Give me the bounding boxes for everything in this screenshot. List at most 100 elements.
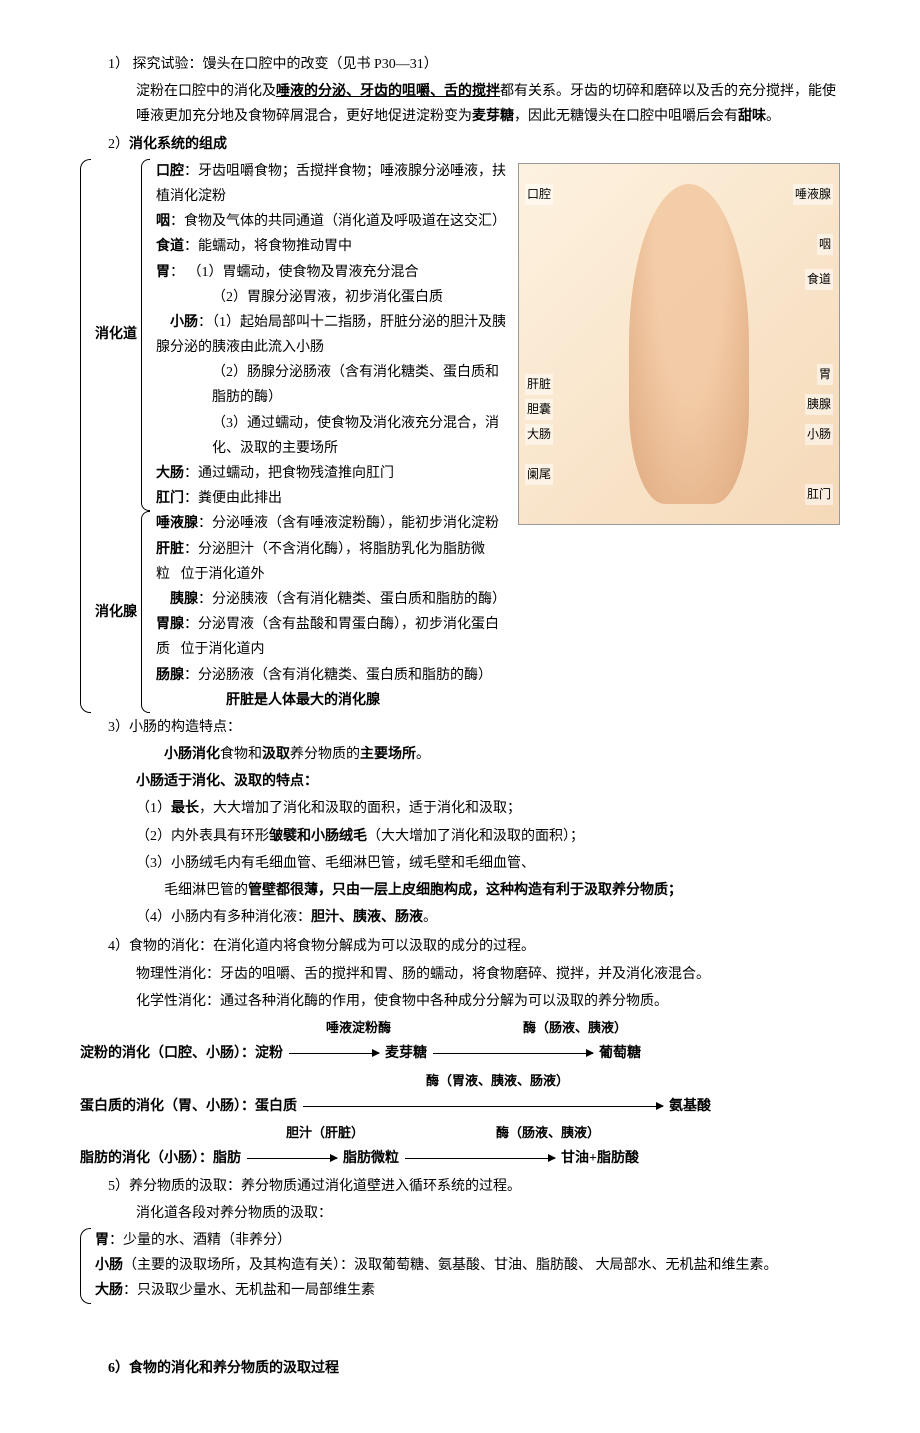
row: 肝脏：分泌胆汁（不含消化酶），将脂肪乳化为脂肪微粒 位于消化道外 bbox=[156, 537, 510, 587]
t: 3） bbox=[108, 720, 129, 735]
i3: （3）小肠绒毛内有毛细血管、毛细淋巴管，绒毛壁和毛细血管、 bbox=[80, 851, 840, 876]
t: 胆汁、胰液、肠液 bbox=[311, 910, 423, 925]
chain-protein-labels: 酶（胃液、胰液、肠液） bbox=[80, 1069, 840, 1092]
v: ：粪便由此排出 bbox=[184, 491, 282, 506]
t: 主要场所 bbox=[360, 747, 416, 762]
lbl-gangmen: 肛门 bbox=[805, 484, 833, 506]
k: 肛门 bbox=[156, 491, 184, 506]
mid: 脂肪微粒 bbox=[343, 1146, 399, 1171]
k: 小肠 bbox=[95, 1258, 123, 1273]
sec4-2: 物理性消化：牙齿的咀嚼、舌的搅拌和胃、肠的蠕动，将食物磨碎、搅拌，并及消化液混合… bbox=[80, 962, 840, 987]
k: 大肠 bbox=[95, 1283, 123, 1298]
v: ：分泌肠液（含有消化糖类、蛋白质和脂肪的酶） bbox=[184, 668, 492, 683]
title: 淀粉的消化（口腔、小肠）：淀粉 bbox=[80, 1041, 283, 1066]
label-xiaohuadao: 消化道 bbox=[95, 159, 141, 512]
t: ，因此无糖馒头在口腔中咀嚼后会有 bbox=[514, 109, 738, 124]
sec5-2: 消化道各段对养分物质的汲取： bbox=[80, 1201, 840, 1226]
v: ：食物及气体的共同通道（消化道及呼吸道在这交汇） bbox=[170, 214, 506, 229]
sec4-1: 4）食物的消化：在消化道内将食物分解成为可以汲取的成分的过程。 bbox=[80, 934, 840, 959]
title: 蛋白质的消化（胃、小肠）：蛋白质 bbox=[80, 1094, 297, 1119]
row: （3）通过蠕动，使食物及消化液充分混合，消化、汲取的主要场所 bbox=[156, 411, 510, 461]
t: （1） bbox=[136, 801, 171, 816]
row: 咽：食物及气体的共同通道（消化道及呼吸道在这交汇） bbox=[156, 209, 510, 234]
t: 2） bbox=[108, 137, 129, 152]
row: 肠腺：分泌肠液（含有消化糖类、蛋白质和脂肪的酶） bbox=[156, 663, 510, 688]
v: （2）胃腺分泌胃液，初步消化蛋白质 bbox=[212, 290, 443, 305]
t: 唾液的分泌、牙齿的咀嚼、舌的搅拌 bbox=[276, 84, 500, 99]
lbl-wei: 胃 bbox=[817, 364, 833, 386]
row: 食道：能蠕动，将食物推动胃中 bbox=[156, 234, 510, 259]
k: 口腔 bbox=[156, 164, 184, 179]
outer-bracket bbox=[80, 159, 91, 713]
lbl-ganzang: 肝脏 bbox=[525, 374, 553, 396]
enzyme: 酶（肠液、胰液） bbox=[496, 1121, 600, 1144]
row: 胃：少量的水、酒精（非养分） bbox=[95, 1228, 778, 1253]
label-xiaohuaxian: 消化腺 bbox=[95, 511, 141, 713]
v: ：牙齿咀嚼食物；舌搅拌食物；唾液腺分泌唾液，扶植消化淀粉 bbox=[156, 164, 506, 204]
row: 胃腺：分泌胃液（含有盐酸和胃蛋白酶），初步消化蛋白质 位于消化道内 bbox=[156, 612, 510, 662]
lbl-dachang: 大肠 bbox=[525, 424, 553, 446]
t: 消化系统的组成 bbox=[129, 137, 227, 152]
t: 。 bbox=[416, 747, 430, 762]
lbl-kouqiang: 口腔 bbox=[525, 184, 553, 206]
end: 葡萄糖 bbox=[599, 1041, 641, 1066]
t: 小肠消化 bbox=[164, 747, 220, 762]
end: 甘油+脂肪酸 bbox=[561, 1146, 639, 1171]
row: （2）胃腺分泌胃液，初步消化蛋白质 bbox=[156, 285, 510, 310]
body-shape bbox=[629, 184, 749, 504]
row: 胃： （1）胃蠕动，使食物及胃液充分混合 bbox=[156, 260, 510, 285]
v: ：（1）起始局部叫十二指肠，肝脏分泌的胆汁及胰腺分泌的胰液由此流入小肠 bbox=[156, 315, 506, 355]
pos: 位于消化道外 bbox=[181, 567, 265, 582]
row: 小肠（主要的汲取场所，及其构造有关）：汲取葡萄糖、氨基酸、甘油、脂肪酸、 大局部… bbox=[95, 1253, 778, 1278]
t: 食物的消化：在消化道内将食物分解成为可以汲取的成分的过程。 bbox=[129, 939, 535, 954]
v: ： （1）胃蠕动，使食物及胃液充分混合 bbox=[170, 265, 419, 280]
bracket bbox=[141, 511, 150, 713]
t: 6） bbox=[108, 1361, 129, 1376]
t: 。 bbox=[423, 910, 437, 925]
k: 肝脏 bbox=[156, 542, 184, 557]
row: 口腔：牙齿咀嚼食物；舌搅拌食物；唾液腺分泌唾液，扶植消化淀粉 bbox=[156, 159, 510, 209]
lbl-yan: 咽 bbox=[817, 234, 833, 256]
note: 肝脏是人体最大的消化腺 bbox=[156, 688, 510, 713]
t: （4）小肠内有多种消化液： bbox=[136, 910, 311, 925]
t: 甜味 bbox=[738, 109, 766, 124]
t: 淀粉在口腔中的消化及 bbox=[136, 84, 276, 99]
t: 养分物质的 bbox=[290, 747, 360, 762]
i4: （4）小肠内有多种消化液：胆汁、胰液、肠液。 bbox=[80, 905, 840, 930]
pos: 位于消化道内 bbox=[181, 642, 265, 657]
lbl-dannang: 胆囊 bbox=[525, 399, 553, 421]
row: （2）肠腺分泌肠液（含有消化糖类、蛋白质和脂肪的酶） bbox=[156, 360, 510, 410]
sec3-hl: 小肠消化食物和汲取养分物质的主要场所。 bbox=[80, 742, 840, 767]
k: 肠腺 bbox=[156, 668, 184, 683]
bracket bbox=[80, 1228, 91, 1304]
group-xiaohuaxian: 消化腺 唾液腺：分泌唾液（含有唾液淀粉酶），能初步消化淀粉 肝脏：分泌胆汁（不含… bbox=[95, 511, 510, 713]
row: 胰腺：分泌胰液（含有消化糖类、蛋白质和脂肪的酶） bbox=[156, 587, 510, 612]
absorb-group: 胃：少量的水、酒精（非养分） 小肠（主要的汲取场所，及其构造有关）：汲取葡萄糖、… bbox=[80, 1228, 840, 1304]
chain-fat-labels: 胆汁（肝脏） 酶（肠液、胰液） bbox=[80, 1121, 840, 1144]
t: 汲取 bbox=[262, 747, 290, 762]
t: 最长 bbox=[171, 801, 199, 816]
sec6: 6）食物的消化和养分物质的汲取过程 bbox=[80, 1356, 840, 1381]
t: 4） bbox=[108, 939, 129, 954]
t: 小肠的构造特点： bbox=[129, 720, 241, 735]
v: ：只汲取少量水、无机盐和一局部维生素 bbox=[123, 1283, 375, 1298]
end: 氨基酸 bbox=[669, 1094, 711, 1119]
sec4-3: 化学性消化：通过各种消化酶的作用，使食物中各种成分分解为可以汲取的养分物质。 bbox=[80, 989, 840, 1014]
v: ：分泌唾液（含有唾液淀粉酶），能初步消化淀粉 bbox=[198, 516, 499, 531]
lbl-lanwei: 阑尾 bbox=[525, 464, 553, 486]
sec5-1: 5）养分物质的汲取：养分物质通过消化道壁进入循环系统的过程。 bbox=[80, 1174, 840, 1199]
k: 唾液腺 bbox=[156, 516, 198, 531]
k: 胃腺 bbox=[156, 617, 184, 632]
row: 唾液腺：分泌唾液（含有唾液淀粉酶），能初步消化淀粉 bbox=[156, 511, 510, 536]
t: 皱襞和小肠绒毛 bbox=[269, 829, 367, 844]
k: 食道 bbox=[156, 239, 184, 254]
i2: （2）内外表具有环形皱襞和小肠绒毛（大大增加了消化和汲取的面积）； bbox=[80, 824, 840, 849]
v: ：通过蠕动，把食物残渣推向肛门 bbox=[184, 466, 394, 481]
arrow-icon bbox=[247, 1158, 337, 1160]
lbl-yixian: 胰腺 bbox=[805, 394, 833, 416]
title: 脂肪的消化（小肠）：脂肪 bbox=[80, 1146, 241, 1171]
t: 5） bbox=[108, 1179, 129, 1194]
sec1-t: 探究试验：馒头在口腔中的改变（见书 P30—31） bbox=[133, 57, 438, 72]
k: 大肠 bbox=[156, 466, 184, 481]
k: 胰腺 bbox=[170, 592, 198, 607]
